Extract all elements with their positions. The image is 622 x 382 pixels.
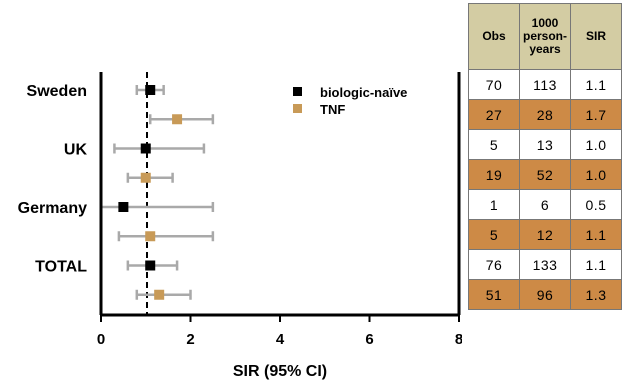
table-row: 70 113 1.1 bbox=[468, 69, 622, 100]
cell-obs: 70 bbox=[468, 69, 520, 100]
table-row: 19 52 1.0 bbox=[468, 159, 622, 190]
cell-obs: 76 bbox=[468, 249, 520, 280]
x-tick-label: 0 bbox=[97, 331, 105, 348]
cell-sir: 1.1 bbox=[570, 249, 622, 280]
x-tick-label: 6 bbox=[365, 331, 373, 348]
header-line: 1000 bbox=[531, 16, 559, 30]
cell-sir: 1.1 bbox=[570, 219, 622, 250]
group-label: TOTAL bbox=[35, 259, 87, 276]
x-axis-ticks: 0 2 4 6 8 bbox=[97, 315, 462, 348]
table-header-sir: SIR bbox=[570, 3, 622, 70]
cell-sir: 1.1 bbox=[570, 69, 622, 100]
legend-swatch-naive bbox=[293, 87, 302, 96]
cell-obs: 27 bbox=[468, 99, 520, 130]
cell-sir: 1.0 bbox=[570, 129, 622, 160]
group-label: Germany bbox=[18, 200, 87, 217]
header-line: years bbox=[529, 42, 561, 56]
table-row: 51 96 1.3 bbox=[468, 279, 622, 310]
legend-swatch-tnf bbox=[293, 104, 302, 113]
point-estimate bbox=[140, 172, 151, 183]
legend-label-tnf: TNF bbox=[320, 102, 345, 117]
x-tick-label: 4 bbox=[276, 331, 285, 348]
point-estimate bbox=[145, 85, 156, 95]
table-row: 5 12 1.1 bbox=[468, 219, 622, 250]
cell-obs: 19 bbox=[468, 159, 520, 190]
table-header-row: Obs 1000 person- years SIR bbox=[468, 3, 622, 70]
table-header-obs: Obs bbox=[468, 3, 520, 70]
table-row: 27 28 1.7 bbox=[468, 99, 622, 130]
point-estimate bbox=[140, 143, 151, 154]
group-label: UK bbox=[64, 142, 88, 159]
cell-person-years: 52 bbox=[519, 159, 571, 190]
cell-obs: 5 bbox=[468, 219, 520, 250]
point-estimate bbox=[145, 231, 156, 242]
cell-person-years: 96 bbox=[519, 279, 571, 310]
cell-sir: 1.0 bbox=[570, 159, 622, 190]
cell-person-years: 6 bbox=[519, 189, 571, 220]
table-row: 76 133 1.1 bbox=[468, 249, 622, 280]
point-estimate bbox=[118, 202, 129, 212]
cell-sir: 1.3 bbox=[570, 279, 622, 310]
results-table: Obs 1000 person- years SIR 70 113 1.1 27 28 1… bbox=[468, 3, 622, 310]
table-body: 70 113 1.1 27 28 1.7 5 13 1.0 19 52 1.0 1 6 0.5 5 12 1.1 7… bbox=[468, 69, 622, 310]
x-axis-title: SIR (95% CI) bbox=[233, 363, 327, 380]
legend: biologic-naïve TNF bbox=[293, 85, 407, 117]
group-label: Sweden bbox=[27, 83, 87, 100]
group-labels: Sweden UK Germany TOTAL bbox=[18, 83, 88, 276]
cell-obs: 51 bbox=[468, 279, 520, 310]
point-estimate bbox=[145, 260, 156, 271]
cell-obs: 1 bbox=[468, 189, 520, 220]
legend-label-naive: biologic-naïve bbox=[320, 85, 407, 100]
point-estimate bbox=[172, 114, 183, 125]
cell-sir: 1.7 bbox=[570, 99, 622, 130]
cell-person-years: 12 bbox=[519, 219, 571, 250]
cell-sir: 0.5 bbox=[570, 189, 622, 220]
cell-person-years: 13 bbox=[519, 129, 571, 160]
header-line: person- bbox=[522, 29, 567, 43]
plot-marks bbox=[99, 85, 215, 300]
cell-obs: 5 bbox=[468, 129, 520, 160]
table-row: 5 13 1.0 bbox=[468, 129, 622, 160]
point-estimate bbox=[154, 289, 165, 300]
table-header-person-years: 1000 person- years bbox=[519, 3, 571, 70]
table-row: 1 6 0.5 bbox=[468, 189, 622, 220]
cell-person-years: 113 bbox=[519, 69, 571, 100]
x-tick-label: 2 bbox=[186, 331, 194, 348]
cell-person-years: 28 bbox=[519, 99, 571, 130]
x-tick-label: 8 bbox=[455, 331, 462, 348]
cell-person-years: 133 bbox=[519, 249, 571, 280]
